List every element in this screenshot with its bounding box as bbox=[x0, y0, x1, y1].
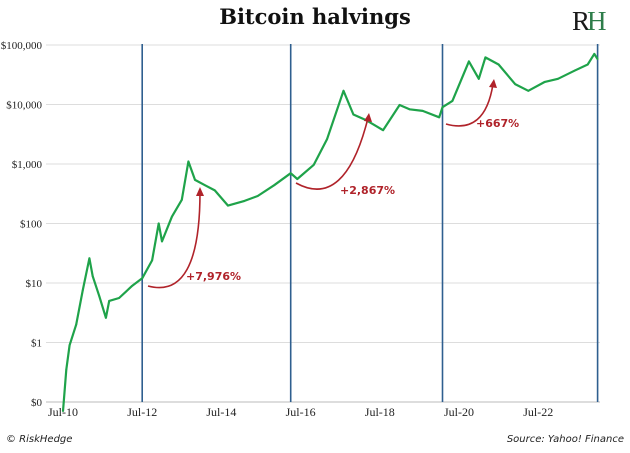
data-point bbox=[187, 160, 190, 163]
annotation-arrow-3 bbox=[445, 83, 494, 127]
annotation-arrowhead-1 bbox=[196, 187, 204, 196]
data-point bbox=[273, 184, 276, 187]
data-point bbox=[326, 138, 328, 141]
data-point bbox=[180, 198, 183, 201]
data-point bbox=[497, 63, 500, 66]
data-point bbox=[157, 222, 160, 225]
data-point bbox=[141, 277, 144, 280]
annotation-label-1: +7,976% bbox=[186, 270, 241, 283]
data-point bbox=[586, 63, 589, 66]
data-point bbox=[118, 297, 120, 299]
data-point bbox=[88, 257, 91, 260]
data-point bbox=[161, 240, 163, 243]
riskhedge-logo: RH bbox=[572, 6, 606, 36]
data-point bbox=[62, 410, 64, 413]
x-tick-label: Jul-12 bbox=[127, 405, 157, 419]
data-point bbox=[593, 52, 596, 55]
data-point bbox=[468, 60, 470, 63]
x-tick-label: Jul-22 bbox=[523, 405, 553, 419]
data-point bbox=[312, 163, 315, 166]
data-point bbox=[596, 58, 599, 60]
data-point bbox=[243, 199, 246, 202]
data-point bbox=[75, 323, 78, 326]
data-point bbox=[441, 106, 444, 109]
data-point bbox=[131, 284, 134, 287]
data-point bbox=[289, 172, 292, 175]
x-tick-label: Jul-16 bbox=[286, 405, 316, 419]
chart-title: Bitcoin halvings bbox=[219, 4, 411, 29]
annotation-label-3: +667% bbox=[476, 117, 519, 130]
data-point bbox=[81, 289, 84, 291]
data-point bbox=[514, 83, 516, 86]
y-tick-label: $1,000 bbox=[12, 159, 43, 171]
data-point bbox=[65, 368, 68, 371]
data-point bbox=[557, 77, 559, 80]
price-line bbox=[61, 52, 599, 412]
data-point bbox=[527, 89, 530, 92]
annotation-arrow-2 bbox=[295, 117, 369, 190]
annotation-arrow-1 bbox=[147, 191, 201, 289]
data-point bbox=[98, 295, 101, 298]
data-point bbox=[398, 104, 401, 106]
data-point bbox=[151, 259, 154, 262]
data-point bbox=[171, 215, 173, 218]
annotation-arrowhead-3 bbox=[489, 79, 497, 88]
source-text: Source: Yahoo! Finance bbox=[506, 434, 624, 445]
data-point bbox=[408, 108, 411, 111]
copyright-text: © RiskHedge bbox=[6, 434, 73, 445]
y-tick-label: $1 bbox=[31, 338, 42, 350]
y-tick-label: $10 bbox=[26, 278, 43, 290]
data-point bbox=[438, 116, 441, 119]
data-point bbox=[256, 195, 259, 197]
data-point bbox=[204, 184, 206, 187]
data-point bbox=[213, 189, 216, 192]
data-point bbox=[421, 110, 424, 112]
data-point bbox=[477, 77, 480, 80]
data-point bbox=[543, 80, 546, 83]
data-point bbox=[451, 99, 454, 102]
data-point bbox=[68, 344, 71, 347]
data-point bbox=[382, 129, 384, 132]
y-tick-label: $10,000 bbox=[6, 100, 42, 112]
y-tick-label: $100 bbox=[20, 219, 43, 231]
x-tick-label: Jul-18 bbox=[365, 405, 395, 419]
data-point bbox=[352, 113, 355, 116]
data-point bbox=[105, 316, 107, 319]
annotation-label-2: +2,867% bbox=[340, 184, 395, 197]
data-point bbox=[484, 56, 487, 59]
data-point bbox=[194, 179, 196, 181]
data-point bbox=[573, 69, 576, 72]
data-point bbox=[108, 300, 111, 302]
data-point bbox=[91, 275, 94, 278]
annotation-arrowhead-2 bbox=[364, 113, 372, 122]
x-tick-label: Jul-14 bbox=[206, 405, 236, 419]
data-point bbox=[296, 178, 299, 180]
data-point bbox=[342, 89, 345, 92]
y-tick-label: $0 bbox=[31, 397, 43, 409]
y-tick-label: $100,000 bbox=[1, 40, 43, 52]
x-tick-label: Jul-20 bbox=[444, 405, 474, 419]
data-point bbox=[227, 204, 229, 207]
